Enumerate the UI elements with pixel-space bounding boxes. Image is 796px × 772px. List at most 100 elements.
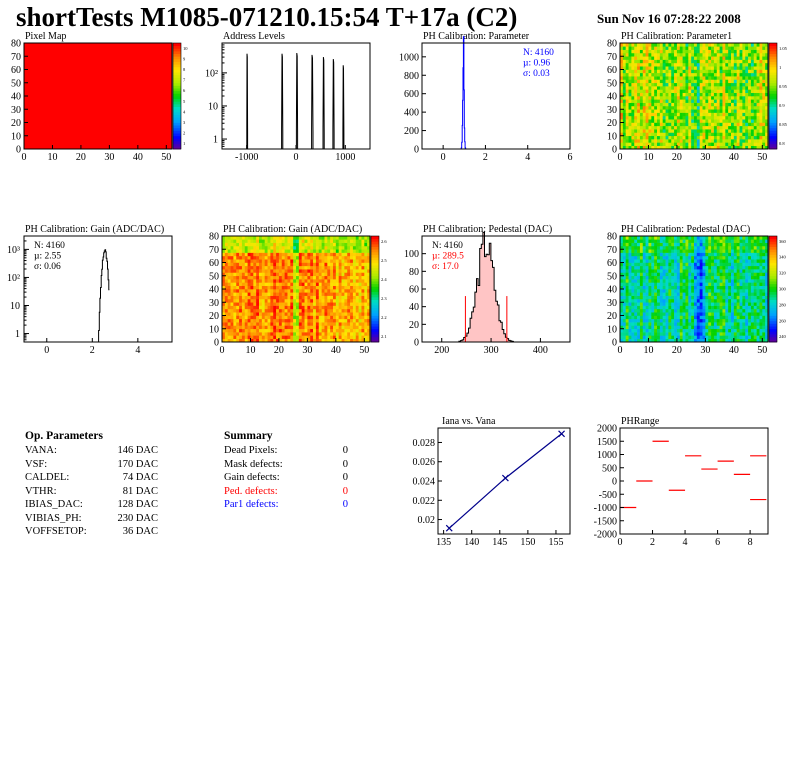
heatmap-cell bbox=[765, 112, 769, 117]
colorbar-cell bbox=[769, 66, 777, 70]
heatmap-cell bbox=[665, 292, 669, 296]
heatmap-cell bbox=[716, 335, 720, 339]
heatmap-cell bbox=[716, 46, 720, 50]
heatmap-cell bbox=[759, 86, 763, 90]
heatmap-cell bbox=[233, 332, 237, 336]
heatmap-cell bbox=[676, 265, 681, 270]
heatmap-cell bbox=[659, 89, 663, 93]
heatmap-cell bbox=[315, 275, 320, 280]
heatmap-cell bbox=[620, 318, 624, 323]
heatmap-cell bbox=[367, 285, 371, 290]
heatmap-cell bbox=[620, 139, 624, 143]
heatmap-cell bbox=[733, 43, 737, 47]
heatmap-cell bbox=[679, 86, 683, 90]
heatmap-cell bbox=[333, 318, 337, 323]
heatmap-cell bbox=[648, 295, 652, 300]
heatmap-cell bbox=[222, 335, 226, 339]
heatmap-cell bbox=[759, 109, 763, 113]
heatmap-cell bbox=[639, 139, 644, 143]
heatmap-cell bbox=[310, 325, 314, 330]
heatmap-cell bbox=[662, 43, 666, 47]
heatmap-cell bbox=[645, 249, 649, 253]
heatmap-cell bbox=[648, 43, 652, 47]
heatmap-cell bbox=[651, 305, 655, 310]
heatmap-cell bbox=[628, 92, 632, 97]
heatmap-cell bbox=[270, 332, 274, 336]
heatmap-cell bbox=[648, 102, 652, 107]
heatmap-cell bbox=[639, 275, 644, 280]
heatmap-cell bbox=[637, 66, 641, 70]
heatmap-cell bbox=[654, 59, 658, 64]
heatmap-cell bbox=[748, 139, 752, 143]
heatmap-cell bbox=[711, 96, 715, 100]
heatmap-cell bbox=[711, 265, 715, 270]
heatmap-cell bbox=[739, 69, 743, 74]
heatmap-cell bbox=[702, 269, 706, 273]
heatmap-cell bbox=[691, 332, 695, 336]
heatmap-cell bbox=[236, 312, 240, 316]
heatmap-cell bbox=[634, 325, 638, 330]
heatmap-cell bbox=[648, 302, 652, 306]
heatmap-cell bbox=[654, 109, 658, 113]
heatmap-cell bbox=[281, 249, 285, 253]
heatmap-cell bbox=[691, 259, 695, 263]
heatmap-cell bbox=[296, 325, 300, 330]
heatmap-cell bbox=[227, 239, 231, 243]
heatmap-cell bbox=[682, 249, 686, 253]
heatmap-cell bbox=[355, 338, 359, 343]
heatmap-cell bbox=[688, 255, 692, 260]
heatmap-cell bbox=[696, 282, 700, 286]
heatmap-cell bbox=[645, 239, 649, 243]
heatmap-cell bbox=[657, 289, 661, 293]
heatmap-cell bbox=[227, 259, 231, 263]
heatmap-cell bbox=[748, 76, 752, 80]
heatmap-cell bbox=[676, 62, 681, 67]
heatmap-cell bbox=[722, 132, 726, 137]
heatmap-cell bbox=[728, 96, 732, 100]
heatmap-cell bbox=[696, 129, 700, 133]
heatmap-cell bbox=[361, 305, 365, 310]
heatmap-cell bbox=[719, 59, 723, 64]
heatmap-cell bbox=[639, 312, 644, 316]
heatmap-cell bbox=[753, 82, 757, 87]
heatmap-cell bbox=[287, 275, 291, 280]
heatmap-cell bbox=[682, 62, 686, 67]
heatmap-cell bbox=[713, 335, 718, 339]
heatmap-cell bbox=[659, 52, 663, 57]
heatmap-cell bbox=[733, 59, 737, 64]
heatmap-cell bbox=[642, 262, 646, 267]
heatmap-cell bbox=[253, 312, 257, 316]
heatmap-cell bbox=[631, 99, 635, 103]
heatmap-cell bbox=[645, 115, 649, 120]
heatmap-cell bbox=[739, 49, 743, 54]
heatmap-cell bbox=[674, 66, 678, 70]
heatmap-cell bbox=[281, 262, 285, 267]
heatmap-cell bbox=[651, 285, 655, 290]
heatmap-cell bbox=[762, 105, 766, 110]
heatmap-cell bbox=[628, 119, 632, 123]
heatmap-cell bbox=[748, 72, 752, 77]
heatmap-cell bbox=[725, 122, 729, 127]
heatmap-cell bbox=[694, 262, 698, 267]
heatmap-cell bbox=[688, 139, 692, 143]
heatmap-cell bbox=[756, 72, 760, 77]
heatmap-cell bbox=[241, 302, 246, 306]
heatmap-cell bbox=[315, 318, 320, 323]
heatmap-cell bbox=[355, 265, 359, 270]
heatmap-cell bbox=[310, 249, 314, 253]
heatmap-cell bbox=[694, 66, 698, 70]
heatmap-cell bbox=[622, 109, 626, 113]
heatmap-cell bbox=[304, 255, 308, 260]
heatmap-cell bbox=[674, 129, 678, 133]
heatmap-cell bbox=[622, 292, 626, 296]
heatmap-cell bbox=[662, 285, 666, 290]
colorbar-cell bbox=[173, 48, 181, 52]
colorbar-cell bbox=[173, 122, 181, 126]
heatmap-cell bbox=[722, 325, 726, 330]
heatmap-cell bbox=[256, 322, 260, 326]
heatmap-cell bbox=[637, 262, 641, 267]
heatmap-cell bbox=[728, 275, 732, 280]
heatmap-cell bbox=[699, 132, 703, 137]
heatmap-cell bbox=[639, 295, 644, 300]
heatmap-cell bbox=[713, 245, 718, 250]
